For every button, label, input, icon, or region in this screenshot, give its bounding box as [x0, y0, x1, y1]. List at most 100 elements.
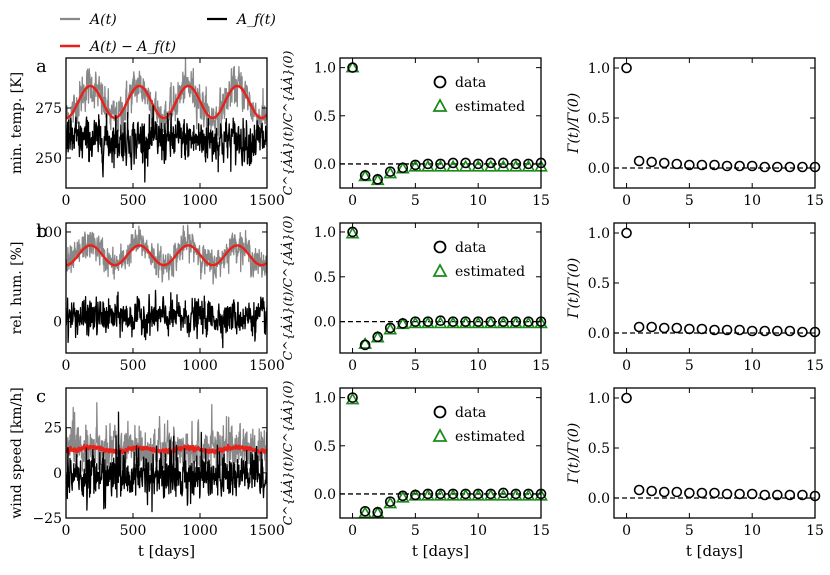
data-marker — [696, 159, 708, 171]
legend-data-label: data — [455, 405, 486, 421]
data-marker — [684, 159, 695, 171]
axes-frame — [65, 57, 268, 189]
legend-estimated-label: estimated — [455, 264, 525, 280]
x-tick-label: 15 — [806, 358, 824, 374]
x-tick-label: 10 — [469, 523, 487, 539]
axes-frame — [339, 57, 542, 189]
y-axis-label: Γ(t)/Γ(0) — [566, 93, 582, 155]
y-tick-label: 1.0 — [314, 225, 336, 241]
data-marker — [772, 161, 783, 173]
estimated-marker — [496, 316, 511, 329]
data-marker — [347, 62, 358, 73]
data-marker — [746, 160, 758, 172]
data-marker — [772, 325, 783, 337]
y-tick-label: 1.0 — [588, 61, 610, 77]
data-marker — [384, 166, 396, 177]
data-marker — [746, 325, 758, 337]
x-tick-label: 0 — [348, 193, 357, 209]
estimated-marker — [521, 316, 536, 329]
data-marker — [646, 156, 657, 168]
data-marker — [709, 487, 720, 499]
data-marker — [646, 485, 657, 497]
legend-estimated-label: estimated — [455, 429, 525, 445]
legend-data-marker — [433, 405, 447, 419]
x-tick-label: 0 — [62, 358, 71, 374]
legend-data-marker — [433, 240, 447, 254]
estimated-marker — [408, 159, 423, 172]
series-gray-line — [66, 402, 267, 485]
y-tick-label: 1.0 — [314, 61, 336, 77]
x-tick-label: 0 — [348, 358, 357, 374]
legend-estimated-marker — [432, 263, 448, 277]
panel-letter: c — [36, 386, 46, 407]
data-marker — [721, 324, 733, 336]
data-marker — [510, 488, 522, 500]
x-tick-label: 10 — [469, 358, 487, 374]
y-tick-label: 100 — [35, 225, 62, 241]
legend-data-label: data — [455, 75, 486, 91]
axes-frame — [613, 57, 816, 189]
data-marker — [359, 170, 371, 181]
data-marker — [621, 392, 632, 404]
series-red-line — [66, 443, 267, 455]
data-marker — [523, 316, 534, 327]
x-tick-label: 0 — [622, 193, 631, 209]
y-axis-label: C^{ȦȦ}(t)/C^{ȦȦ}(0) — [280, 51, 295, 196]
y-tick-label: 0.0 — [588, 326, 610, 342]
data-marker — [734, 324, 745, 336]
data-marker — [397, 490, 409, 502]
series-black-line — [66, 289, 267, 349]
estimated-marker — [345, 392, 360, 405]
data-marker — [621, 227, 632, 239]
axes-frame — [65, 222, 268, 354]
estimated-marker — [471, 488, 486, 501]
series-gray-line — [66, 224, 267, 285]
data-marker — [658, 157, 670, 169]
x-tick-label: 1000 — [182, 358, 218, 374]
estimated-marker — [471, 316, 486, 329]
data-marker — [485, 157, 497, 169]
x-tick-label: 10 — [469, 193, 487, 209]
estimated-marker — [433, 488, 448, 501]
x-tick-label: 1000 — [182, 523, 218, 539]
series-red-line — [66, 84, 267, 120]
data-marker — [759, 161, 771, 173]
y-tick-label: 275 — [35, 101, 62, 117]
data-marker — [435, 158, 446, 170]
estimated-marker — [358, 506, 373, 518]
y-tick-label: 0.5 — [314, 109, 336, 125]
x-tick-label: 1500 — [249, 523, 285, 539]
x-tick-label: 0 — [62, 193, 71, 209]
x-tick-label: 15 — [532, 523, 550, 539]
data-marker — [721, 488, 733, 500]
estimated-marker — [496, 488, 511, 501]
x-tick-label: 500 — [120, 358, 147, 374]
axes-frame — [339, 387, 542, 519]
data-marker — [523, 158, 534, 170]
x-tick-label: 5 — [411, 523, 420, 539]
legend-data-marker — [433, 75, 447, 89]
estimated-marker — [358, 336, 373, 349]
y-axis-label: C^{ȦȦ}(t)/C^{ȦȦ}(0) — [280, 381, 295, 526]
y-axis-label: rel. hum. [%] — [9, 242, 25, 335]
x-axis-label: t [days] — [686, 542, 743, 560]
data-marker — [671, 486, 683, 498]
x-tick-label: 500 — [120, 523, 147, 539]
x-tick-label: 15 — [806, 193, 824, 209]
x-tick-label: 5 — [411, 358, 420, 374]
y-tick-label: 0.0 — [314, 157, 336, 173]
data-marker — [510, 158, 522, 170]
data-marker — [709, 159, 720, 171]
panel-3-3: 0 5 10 15 0.0 0.5 1.0 Γ(t)/Γ(0) t [days] — [566, 387, 824, 560]
data-marker — [633, 155, 645, 167]
data-marker — [734, 160, 745, 172]
y-axis-label: C^{ȦȦ}(t)/C^{ȦȦ}(0) — [280, 216, 295, 361]
data-marker — [498, 157, 509, 169]
axes-frame — [613, 222, 816, 354]
panel-2-3: 0 5 10 15 0.0 0.5 1.0 Γ(t)/Γ(0) — [566, 222, 824, 374]
estimated-marker — [521, 159, 536, 172]
x-tick-label: 1500 — [249, 193, 285, 209]
data-marker — [746, 488, 758, 500]
data-marker — [472, 158, 484, 170]
